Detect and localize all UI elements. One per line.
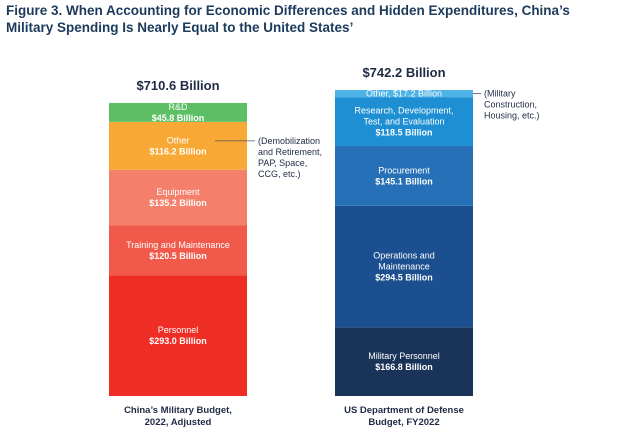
figure-title: Figure 3. When Accounting for Economic D… [6,3,570,35]
segment-label: Other, $17.2 Billion [366,89,442,99]
annotation-note: and Retirement, [258,147,322,157]
bar-segment [109,169,247,226]
category-label: Budget, FY2022 [368,417,439,428]
segment-value: $145.1 Billion [375,176,433,186]
segment-label: Research, Development, [354,106,453,116]
segment-label: Personnel [158,325,199,335]
segment-label: R&D [168,102,188,112]
bar-segment [335,97,473,146]
bar-total-label: $742.2 Billion [362,65,445,80]
segment-value: $118.5 Billion [375,128,432,138]
category-label: China’s Military Budget, [124,405,232,416]
segment-value: $166.8 Billion [375,362,433,372]
segment-label: Maintenance [378,262,430,272]
bar-segment [109,121,247,170]
bar-segment [109,275,247,396]
segment-label: Equipment [156,187,200,197]
bar-total-label: $710.6 Billion [136,78,219,93]
bar-segment [109,225,247,276]
bar-segment [335,90,473,98]
bar-segment [335,327,473,396]
segment-value: $294.5 Billion [375,273,433,283]
segment-label: Training and Maintenance [126,240,230,250]
category-label: US Department of Defense [344,405,464,416]
segment-label: Operations and [373,251,435,261]
segment-label: Procurement [378,165,430,175]
bar-segment [109,102,247,122]
annotation-note: (Demobilization [258,136,320,146]
bar-segment [335,205,473,328]
segment-value: $45.8 Billion [152,113,205,123]
annotation-note: CCG, etc.) [258,169,301,179]
segment-label: Military Personnel [368,351,440,361]
annotation-note: (Military [484,89,516,99]
bar-segment [335,145,473,206]
annotation-note: PAP, Space, [258,158,307,168]
category-label: 2022, Adjusted [145,417,212,428]
segment-label: Other [167,135,190,145]
segment-value: $116.2 Billion [149,146,206,156]
segment-value: $135.2 Billion [149,198,207,208]
annotation-note: Housing, etc.) [484,111,540,121]
segment-label: Test, and Evaluation [363,117,444,127]
annotation-note: Construction, [484,100,537,110]
segment-value: $293.0 Billion [149,336,207,346]
segment-value: $120.5 Billion [149,251,207,261]
